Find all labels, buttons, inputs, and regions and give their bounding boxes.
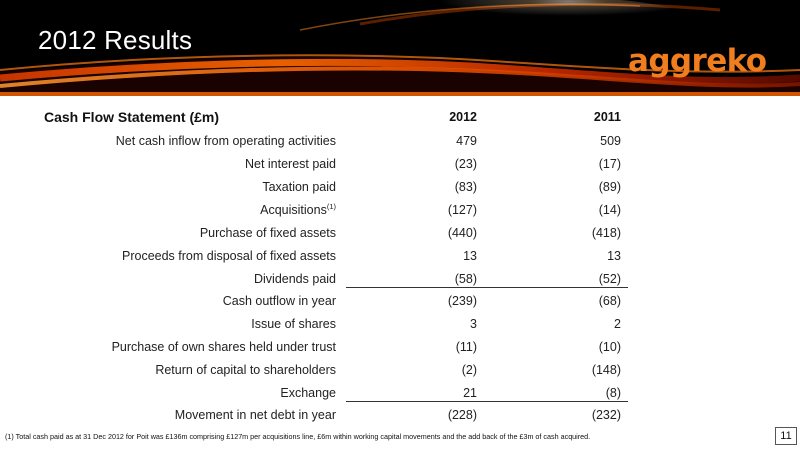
value-2011: (89) — [598, 180, 621, 194]
slide-header: 2012 Results aggreko — [0, 0, 800, 96]
value-2011: (17) — [598, 157, 621, 171]
table-row: Taxation paid (83) (89) — [0, 177, 800, 200]
row-label: Proceeds from disposal of fixed assets — [122, 249, 336, 263]
row-label: Exchange — [280, 386, 336, 400]
row-label: Purchase of fixed assets — [199, 226, 336, 240]
table-row: Return of capital to shareholders (2) (1… — [0, 360, 800, 383]
value-2011: 509 — [600, 134, 621, 148]
row-label: Dividends paid — [254, 272, 336, 286]
row-label: Movement in net debt in year — [174, 408, 336, 422]
footnote: (1) Total cash paid as at 31 Dec 2012 fo… — [5, 432, 591, 441]
value-2012: (11) — [455, 340, 477, 354]
row-label: Issue of shares — [251, 317, 336, 331]
value-2011: 13 — [607, 249, 621, 263]
value-2011: (14) — [598, 203, 621, 217]
value-2012: 3 — [470, 317, 477, 331]
value-2011: (418) — [591, 226, 621, 240]
row-label: Cash outflow in year — [222, 294, 336, 308]
row-label: Acquisitions(1) — [260, 203, 336, 217]
value-2012: (58) — [454, 272, 477, 286]
value-2012: 479 — [456, 134, 477, 148]
row-label-text: Acquisitions — [260, 203, 327, 217]
row-label: Taxation paid — [262, 180, 336, 194]
row-label: Net interest paid — [244, 157, 336, 171]
value-2011: (52) — [598, 272, 621, 286]
table-row: Exchange 21 (8) — [0, 383, 800, 406]
table-row: Proceeds from disposal of fixed assets 1… — [0, 246, 800, 269]
aggreko-logo: aggreko — [628, 43, 767, 79]
page-number: 11 — [775, 427, 797, 445]
header-swoosh-graphic — [0, 0, 800, 96]
table-row: Movement in net debt in year (228) (232) — [0, 405, 800, 428]
row-label: Return of capital to shareholders — [155, 363, 336, 377]
value-2011: 2 — [614, 317, 621, 331]
column-header-2012: 2012 — [449, 110, 477, 124]
table-row: Purchase of fixed assets (440) (418) — [0, 223, 800, 246]
subtotal-rule — [346, 287, 628, 288]
value-2011: (10) — [598, 340, 621, 354]
table-row: Net cash inflow from operating activitie… — [0, 131, 800, 154]
footnote-marker: (1) — [326, 201, 336, 211]
column-header-2011: 2011 — [593, 110, 621, 124]
table-row: Purchase of own shares held under trust … — [0, 337, 800, 360]
table-row: Acquisitions(1) (127) (14) — [0, 200, 800, 223]
value-2012: (127) — [447, 203, 477, 217]
table-row: Issue of shares 3 2 — [0, 314, 800, 337]
value-2012: (228) — [447, 408, 477, 422]
value-2012: 21 — [463, 386, 477, 400]
value-2011: (68) — [598, 294, 621, 308]
slide-title: 2012 Results — [38, 25, 193, 55]
row-label: Net cash inflow from operating activitie… — [115, 134, 336, 148]
value-2012: (239) — [447, 294, 477, 308]
table-header-row: Cash Flow Statement (£m) 2012 2011 — [0, 104, 800, 128]
row-label: Purchase of own shares held under trust — [111, 340, 336, 354]
table-row: Cash outflow in year (239) (68) — [0, 291, 800, 314]
table-title: Cash Flow Statement (£m) — [44, 109, 220, 125]
value-2011: (8) — [605, 386, 621, 400]
value-2012: (440) — [447, 226, 477, 240]
total-rule — [346, 401, 628, 402]
value-2012: (83) — [454, 180, 477, 194]
value-2012: 13 — [463, 249, 477, 263]
value-2012: (2) — [461, 363, 477, 377]
value-2012: (23) — [454, 157, 477, 171]
table-row: Net interest paid (23) (17) — [0, 154, 800, 177]
value-2011: (148) — [591, 363, 621, 377]
value-2011: (232) — [591, 408, 621, 422]
table-row: Dividends paid (58) (52) — [0, 269, 800, 292]
